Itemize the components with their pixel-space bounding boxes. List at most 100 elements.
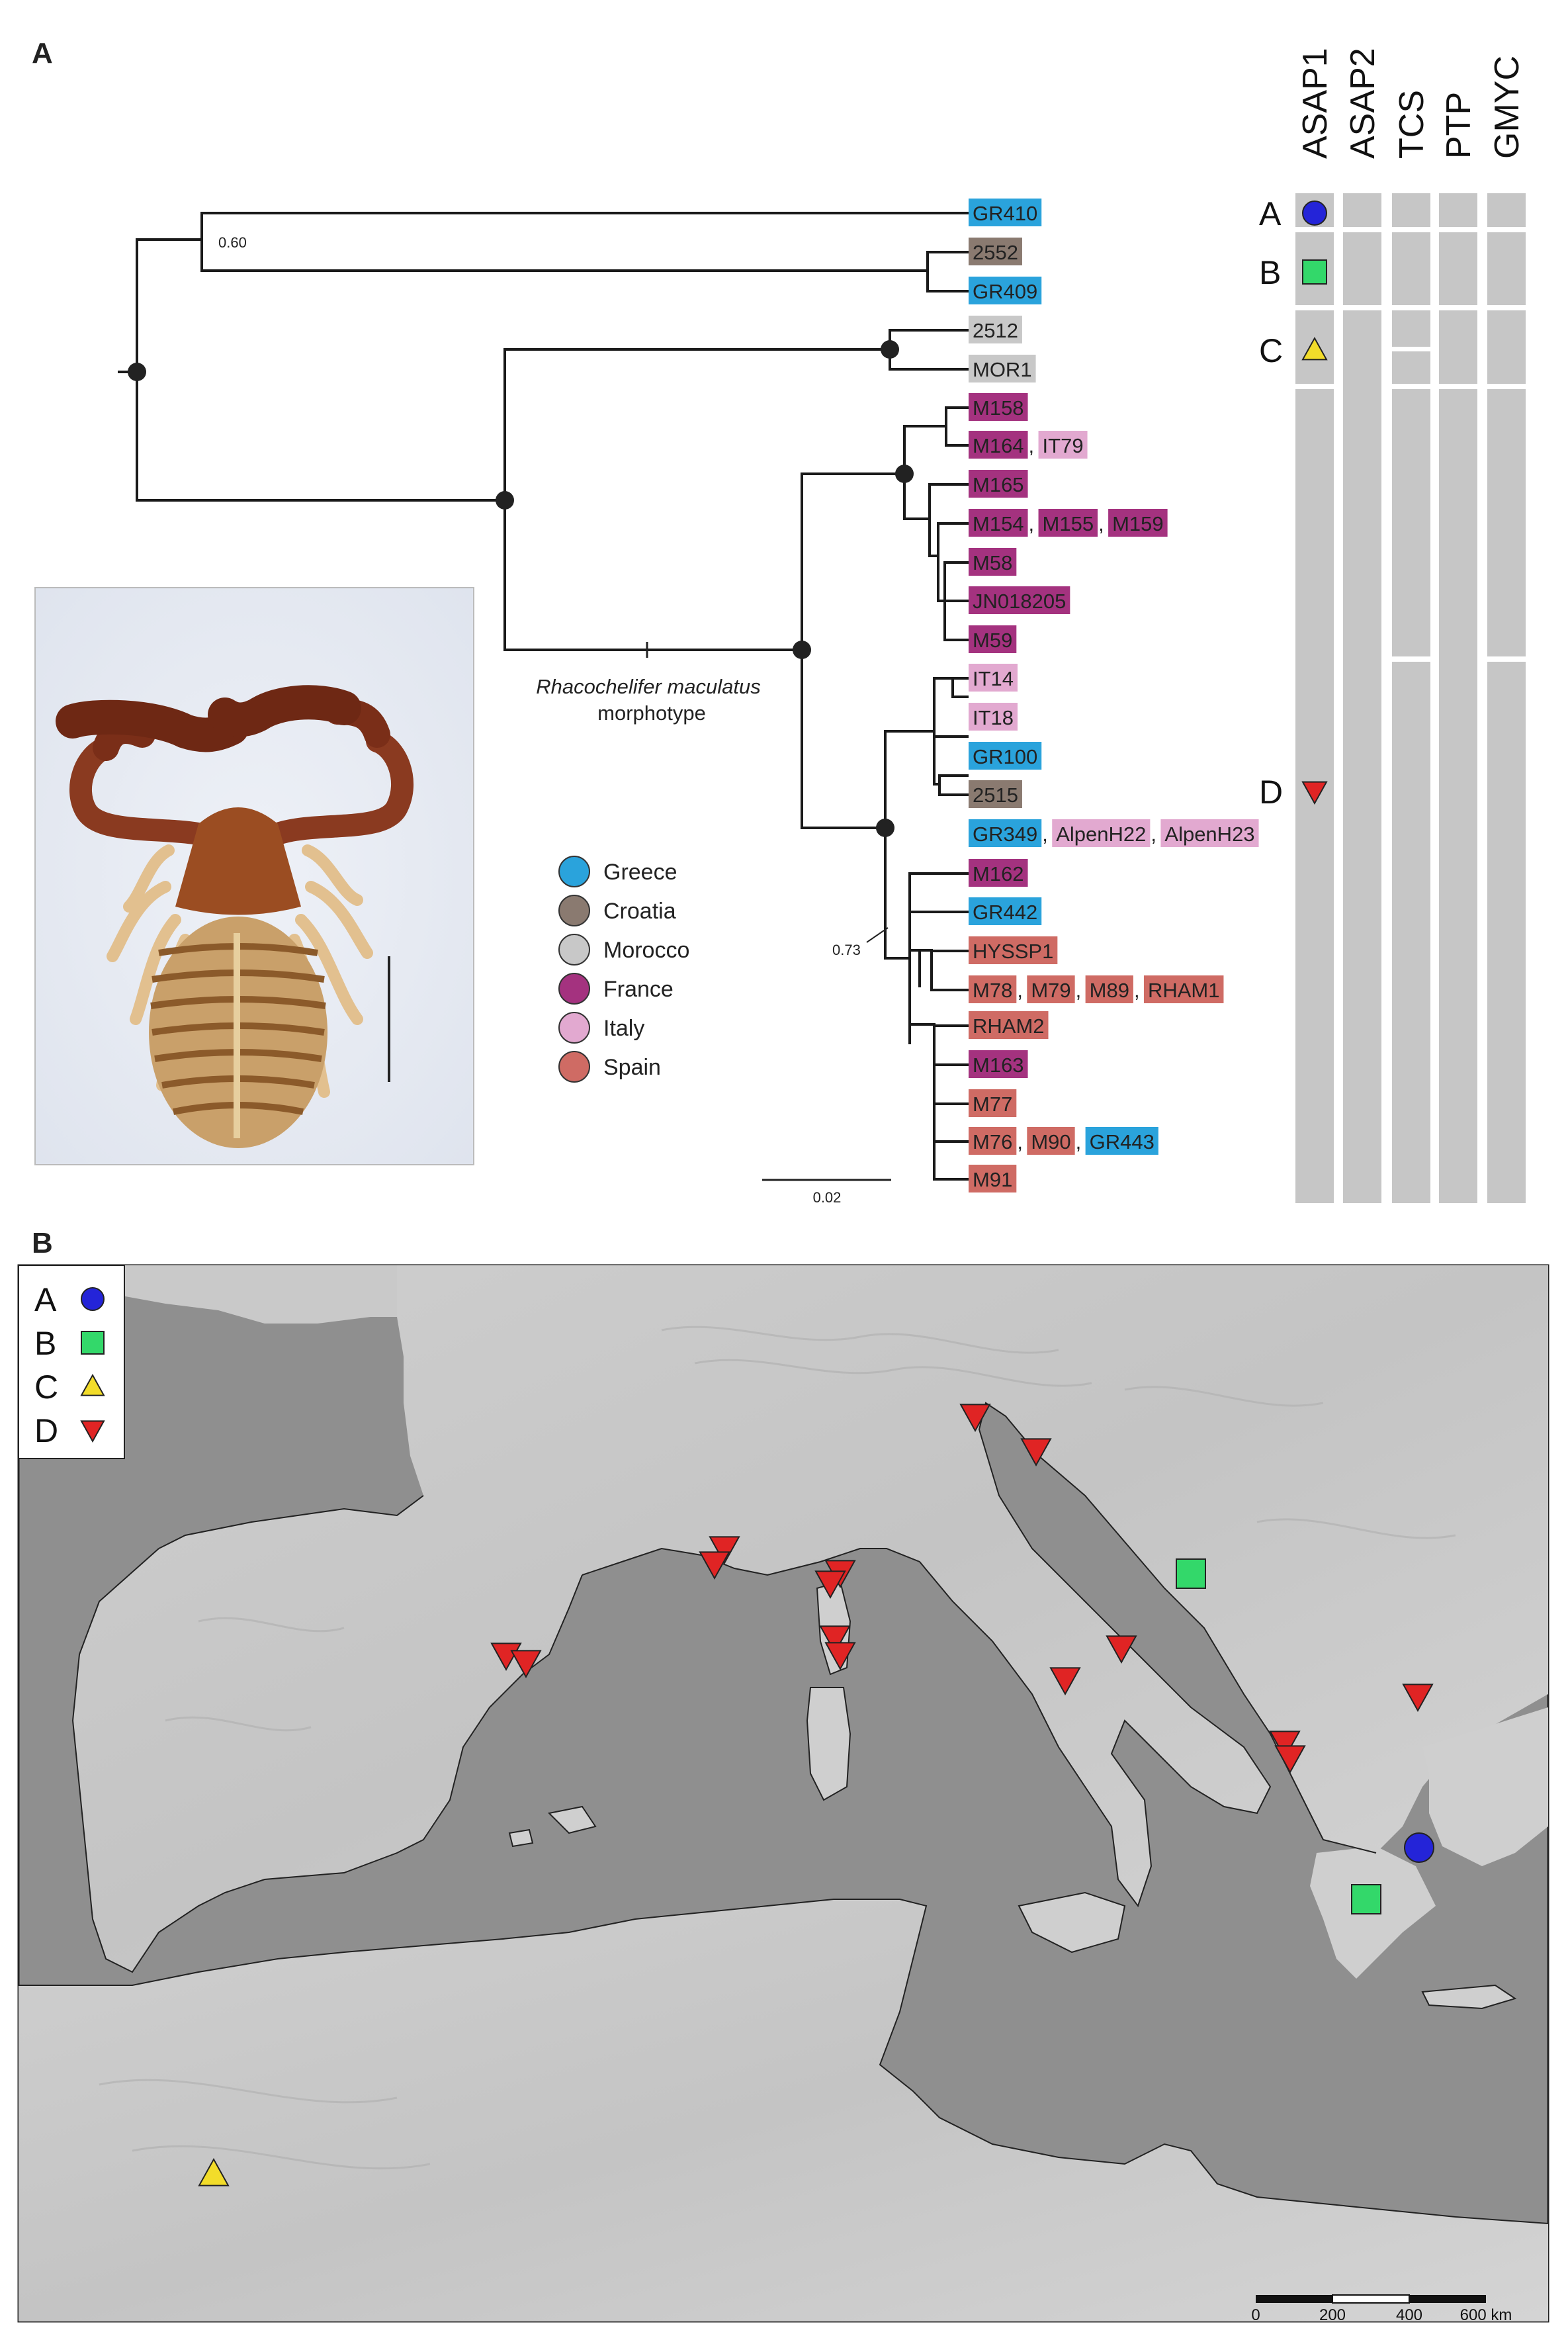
legend-label: Croatia (603, 899, 676, 924)
tip-label: M76 (973, 1130, 1012, 1153)
tip-label: IT14 (973, 667, 1014, 690)
morphotype-label: morphotype (597, 701, 706, 725)
group-label: C (1259, 332, 1283, 369)
tip-label: 2552 (973, 241, 1018, 264)
tip-label: HYSSP1 (973, 940, 1053, 963)
node-support-dot (496, 491, 514, 510)
group-label: B (1259, 254, 1281, 291)
tip-label: M58 (973, 551, 1012, 574)
tip-label-bg (969, 664, 1018, 692)
tip-label: M59 (973, 629, 1012, 652)
label-separator: , (1017, 979, 1023, 1002)
map-marker-triangle-down-icon (1106, 1635, 1137, 1664)
map-marker-triangle-down-icon (490, 1642, 522, 1672)
tip-label-bg (969, 431, 1028, 459)
label-separator: , (1076, 1130, 1082, 1153)
tip-label: RHAM1 (1148, 979, 1220, 1002)
tip-label: M91 (973, 1168, 1012, 1191)
label-separator: , (1029, 434, 1035, 457)
tip-label-bg (969, 1050, 1028, 1078)
map-legend-box (18, 1265, 125, 1459)
tip-label-bg (969, 586, 1070, 614)
tip-label: IT18 (973, 706, 1014, 729)
method-label: TCS (1393, 90, 1431, 159)
method-label: ASAP2 (1344, 48, 1382, 159)
scale-label: 200 (1319, 2306, 1346, 2324)
tip-label-bg (969, 1011, 1049, 1039)
map-marker-triangle-down-icon (1049, 1667, 1081, 1696)
tip-label: M79 (1031, 979, 1070, 1002)
node-support-dot (881, 340, 899, 359)
panel-b-label: B (32, 1227, 53, 1259)
species-delimitation-panel: ASAP1 ASAP2 TCS PTP GMYC AB C D (1259, 48, 1526, 1203)
group-label: D (1259, 774, 1283, 811)
label-separator: , (1042, 823, 1048, 846)
tip-label-bg (969, 393, 1028, 421)
map-legend-label: A (34, 1281, 57, 1318)
tip-label-bg (1143, 975, 1224, 1003)
method-label: ASAP1 (1296, 48, 1334, 159)
node-support-dot (876, 819, 894, 837)
map-marker-triangle-down-icon (959, 1404, 991, 1433)
tip-label-bg (969, 238, 1022, 265)
legend-swatch (558, 1012, 590, 1044)
tip-label-bg (969, 703, 1018, 731)
legend-swatch (558, 934, 590, 966)
tip-label-bg (969, 897, 1042, 925)
tip-label: GR349 (973, 823, 1037, 846)
support-value: 0.73 (832, 942, 861, 958)
legend-swatch (558, 973, 590, 1005)
map-legend-triangle-up-icon (80, 1373, 105, 1396)
method-labels: ASAP1 ASAP2 TCS PTP GMYC (1296, 48, 1526, 159)
method-label: PTP (1440, 92, 1478, 159)
tip-label-bg (969, 470, 1028, 498)
label-separator: , (1134, 979, 1140, 1002)
tip-label-bg (969, 1089, 1017, 1117)
tip-label: M162 (973, 862, 1024, 885)
tip-label: M165 (973, 473, 1024, 496)
map-marker-triangle-down-icon (819, 1625, 851, 1654)
map-marker-square-icon (1351, 1884, 1381, 1914)
tip-label-bg (1108, 509, 1168, 537)
tip-label-bg (969, 625, 1017, 653)
map-marker-triangle-down-icon (1402, 1684, 1434, 1713)
panel-a-label: A (32, 37, 53, 69)
map-marker-square-icon (1176, 1558, 1206, 1589)
map-marker-circle-icon (1404, 1832, 1434, 1863)
legend-label: Greece (603, 860, 677, 885)
tip-label-bg (1027, 1127, 1075, 1155)
tip-label: GR442 (973, 901, 1037, 924)
node-support-dot (128, 363, 146, 381)
tip-label-bg (969, 199, 1042, 226)
tip-label: M158 (973, 396, 1024, 420)
legend-label: France (603, 977, 674, 1002)
tip-label-bg (1038, 509, 1098, 537)
map-marker-triangle-down-icon (824, 1642, 856, 1671)
scale-label: 0 (1251, 2306, 1260, 2324)
tip-label-bg (969, 859, 1028, 887)
tip-label-bg (1085, 975, 1133, 1003)
group-square-icon (1302, 259, 1327, 285)
label-separator: , (1029, 512, 1035, 535)
specimen-photo (34, 587, 474, 1165)
map-legend-triangle-down-icon (80, 1420, 105, 1443)
tip-label-bg (969, 975, 1017, 1003)
map-marker-triangle-down-icon (699, 1551, 730, 1580)
tip-label: M163 (973, 1054, 1024, 1077)
tip-label-bg (969, 1127, 1017, 1155)
map-scale-bar: 0 200 400 600 km (1251, 2294, 1512, 2324)
tip-label-bg (969, 277, 1042, 304)
phylogenetic-tree: 0.60 0.73 Rhacochelifer maculatus morpho… (118, 199, 1259, 1206)
tip-label: IT79 (1043, 434, 1084, 457)
tip-label: M89 (1090, 979, 1129, 1002)
tip-labels: GR410 2552 GR409 2512 MOR1 M158 M164, IT79 M165 M… (969, 199, 1259, 1192)
country-legend: Greece Croatia Morocco France Italy Spain (558, 856, 689, 1083)
tip-label-bg (969, 936, 1058, 964)
tip-label-bg (969, 1165, 1017, 1192)
map-marker-triangle-down-icon (814, 1570, 846, 1599)
tip-label: JN018205 (973, 590, 1066, 613)
map-markers (198, 1404, 1434, 2186)
tip-label: GR100 (973, 745, 1037, 768)
tip-label: GR409 (973, 280, 1037, 303)
